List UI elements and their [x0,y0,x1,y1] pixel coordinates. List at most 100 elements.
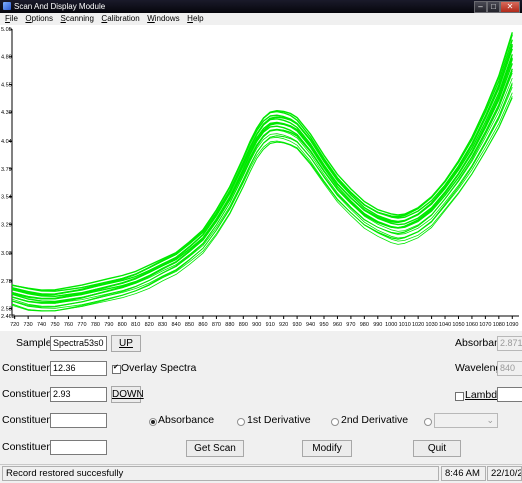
x-tick-label: 860 [198,322,207,328]
spectrum-line [11,32,513,291]
x-tick-label: 930 [293,322,302,328]
x-tick-label: 740 [37,322,46,328]
spectrum-line [11,58,513,300]
overlay-spectra-checkbox[interactable]: ✔ [112,364,121,374]
menu-file[interactable]: File [5,14,18,23]
y-tick-label: 3.54 [1,195,12,201]
x-tick-label: 750 [50,322,59,328]
down-button[interactable]: DOWN [111,386,144,403]
menu-windows[interactable]: Windows [147,14,180,23]
spectrum-line [11,34,513,292]
x-tick-label: 1040 [439,322,451,328]
app-icon [3,2,11,10]
x-tick-label: 840 [171,322,180,328]
constituent4-field[interactable] [50,440,107,455]
x-tick-label: 820 [145,322,154,328]
checkmark-icon: ✔ [113,364,119,371]
x-tick-label: 770 [77,322,86,328]
menu-scanning[interactable]: Scanning [60,14,94,23]
extra-mode-radio[interactable] [424,418,432,426]
maximize-button[interactable]: □ [487,1,500,13]
x-tick-label: 870 [212,322,221,328]
y-tick-label: 5.05 [1,27,12,33]
menu-options[interactable]: Options [25,14,54,23]
x-tick-label: 800 [118,322,127,328]
x-tick-label: 1030 [425,322,437,328]
lambda-checkbox[interactable] [455,392,464,401]
absorbance-radio[interactable] [149,418,157,426]
constituent2-label: Constituent2 [2,388,61,400]
constituent2-field[interactable]: 2.93 [50,387,107,402]
window-title: Scan And Display Module [14,2,106,11]
x-tick-label: 980 [360,322,369,328]
x-tick-label: 1050 [452,322,464,328]
spectrum-line [11,70,513,303]
window-controls: – □ ✕ [474,1,520,13]
x-tick-label: 960 [333,322,342,328]
radio-selected-dot [151,420,155,424]
up-button[interactable]: UP [111,335,141,352]
lambda-field[interactable] [497,387,522,402]
minimize-button[interactable]: – [474,1,487,13]
constituent3-field[interactable] [50,413,107,428]
lambda-label: Lambda [465,389,503,401]
y-tick-label: 2.53 [1,307,12,313]
y-min-label: 2.463 [1,314,15,320]
x-tick-label: 880 [225,322,234,328]
overlay-spectra-label: Overlay Spectra [121,362,197,374]
extra-mode-dropdown[interactable]: ⌄ [434,413,498,428]
y-tick-label: 3.79 [1,167,12,173]
constituent4-label: Constituent4 [2,441,61,453]
spectrum-line [11,45,513,295]
x-tick-label: 1090 [506,322,518,328]
spectrum-line [11,77,513,307]
status-time: 8:46 AM [441,466,486,481]
first-derivative-radio[interactable] [237,418,245,426]
y-tick-label: 3.03 [1,251,12,257]
spectrum-line [11,63,513,303]
x-tick-label: 1060 [466,322,478,328]
spectrum-line [11,92,513,312]
x-tick-label: 830 [158,322,167,328]
spectrum-line [11,72,513,304]
get-scan-button[interactable]: Get Scan [186,440,244,457]
y-tick-label: 4.80 [1,55,12,61]
second-derivative-radio[interactable] [331,418,339,426]
y-tick-label: 4.30 [1,110,12,116]
spectra-plot: 2.53 2.78 3.03 3.29 3.54 3.79 4.04 4.30 4.55 4.80… [0,25,522,331]
x-tick-label: 950 [319,322,328,328]
x-tick-label: 890 [239,322,248,328]
menu-bar: File Options Scanning Calibration Window… [0,13,522,25]
menu-help[interactable]: Help [187,14,204,23]
y-tick-label: 3.29 [1,222,12,228]
constituent3-label: Constituent3 [2,414,61,426]
modify-button[interactable]: Modify [302,440,352,457]
x-tick-label: 760 [64,322,73,328]
second-derivative-label: 2nd Derivative [341,414,409,426]
wavelength-label: Wavelength [455,362,511,374]
spectrum-line [11,54,513,300]
x-tick-label: 1080 [493,322,505,328]
spectrum-line [11,68,513,304]
constituent1-field[interactable]: 12.36 [50,361,107,376]
quit-button[interactable]: Quit [413,440,461,457]
y-tick-label: 2.78 [1,279,12,285]
spectrum-line [11,43,513,296]
close-button[interactable]: ✕ [500,1,520,13]
title-bar: Scan And Display Module – □ ✕ [0,0,522,13]
absorbance-radio-label: Absorbance [158,414,215,426]
spectrum-line [11,57,513,300]
status-date: 22/10/200 [487,466,522,481]
x-tick-label: 730 [24,322,33,328]
spectrum-line [11,97,513,312]
y-tick-label: 4.04 [1,139,12,145]
x-tick-label: 780 [91,322,100,328]
spectrum-line [11,48,513,297]
x-tick-label: 1010 [399,322,411,328]
constituent1-label: Constituent1 [2,362,61,374]
sample-id-field[interactable]: Spectra53s0 [50,336,107,351]
menu-calibration[interactable]: Calibration [101,14,140,23]
status-message: Record restored succesfully [2,466,439,481]
x-tick-label: 920 [279,322,288,328]
spectrum-line [11,39,513,295]
